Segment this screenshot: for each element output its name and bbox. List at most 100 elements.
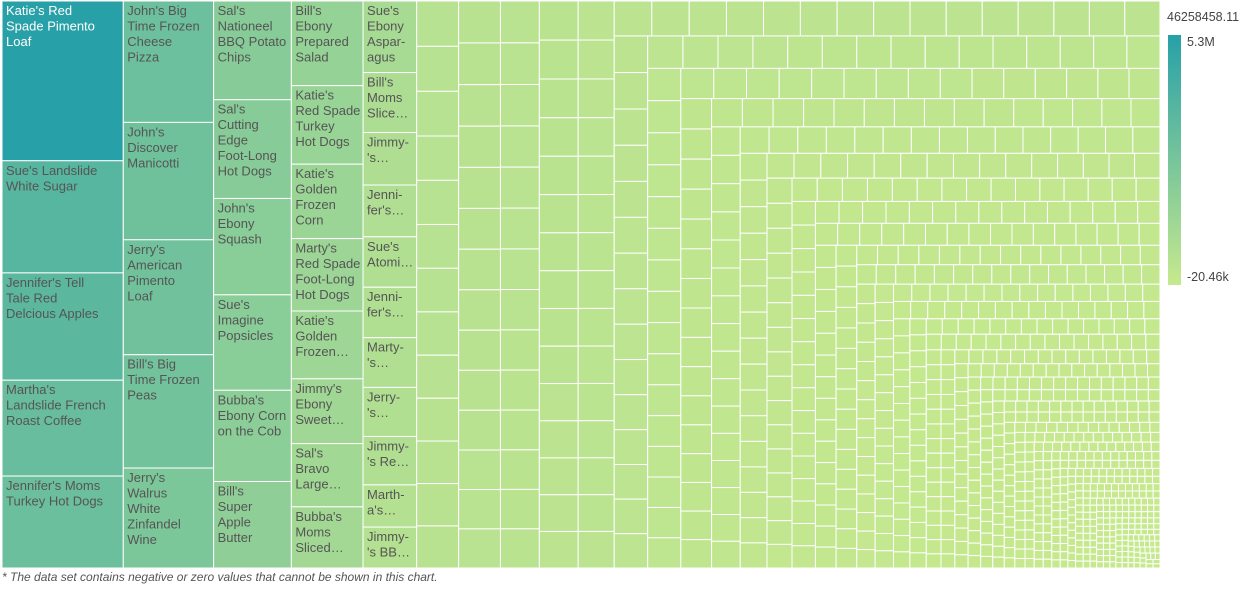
treemap-cell-small[interactable]: [978, 300, 996, 320]
treemap-cell-small[interactable]: [1003, 495, 1016, 508]
treemap-cell[interactable]: [1, 475, 124, 569]
treemap-cell-small[interactable]: [538, 494, 579, 532]
treemap-cell-small[interactable]: [613, 252, 649, 290]
treemap-cell-small[interactable]: [925, 318, 943, 335]
treemap-cell-small[interactable]: [1075, 490, 1084, 499]
treemap-cell-small[interactable]: [1075, 560, 1084, 569]
treemap-cell-small[interactable]: [613, 359, 649, 396]
treemap-cell-small[interactable]: [739, 179, 768, 208]
treemap-cell-small[interactable]: [416, 440, 460, 485]
treemap-cell-small[interactable]: [1121, 562, 1129, 569]
treemap-cell-small[interactable]: [985, 333, 1002, 351]
treemap-cell-small[interactable]: [1082, 553, 1091, 562]
treemap-cell-small[interactable]: [1101, 451, 1112, 461]
treemap-cell-small[interactable]: [1019, 283, 1039, 302]
treemap-cell-small[interactable]: [874, 463, 894, 482]
treemap-cell-small[interactable]: [1126, 35, 1161, 69]
treemap-cell-small[interactable]: [940, 510, 956, 526]
treemap-cell-small[interactable]: [1014, 441, 1026, 453]
treemap-cell-small[interactable]: [1096, 363, 1111, 378]
treemap-cell-small[interactable]: [1051, 501, 1061, 512]
treemap-cell-small[interactable]: [980, 509, 994, 522]
treemap-cell-small[interactable]: [1067, 499, 1077, 508]
treemap-cell-small[interactable]: [1128, 528, 1136, 536]
treemap-cell-small[interactable]: [1067, 529, 1077, 539]
treemap-cell-small[interactable]: [1006, 363, 1021, 378]
treemap-cell-small[interactable]: [1013, 98, 1044, 128]
treemap-cell-small[interactable]: [766, 202, 793, 229]
treemap-cell-small[interactable]: [925, 467, 942, 483]
treemap-cell-small[interactable]: [1051, 510, 1061, 520]
treemap-cell-small[interactable]: [893, 453, 911, 471]
treemap-cell-small[interactable]: [903, 222, 927, 246]
treemap-cell-small[interactable]: [1075, 553, 1084, 562]
treemap-cell-small[interactable]: [1147, 376, 1161, 391]
treemap-cell-small[interactable]: [1124, 376, 1138, 391]
treemap-cell-small[interactable]: [1148, 534, 1156, 542]
treemap-cell-small[interactable]: [1003, 421, 1016, 434]
treemap-cell-small[interactable]: [1102, 536, 1111, 544]
treemap-cell-small[interactable]: [954, 527, 969, 542]
treemap-cell-small[interactable]: [1112, 431, 1123, 443]
treemap-cell-small[interactable]: [1057, 152, 1084, 179]
treemap-cell-small[interactable]: [791, 522, 816, 547]
treemap-cell-small[interactable]: [577, 307, 615, 347]
treemap-cell-small[interactable]: [959, 244, 981, 266]
treemap-cell-small[interactable]: [577, 530, 615, 569]
treemap-cell-small[interactable]: [967, 555, 982, 569]
treemap-cell-small[interactable]: [874, 445, 894, 465]
treemap-cell-small[interactable]: [711, 405, 741, 434]
treemap-cell-small[interactable]: [1108, 421, 1120, 433]
treemap-cell-small[interactable]: [940, 423, 956, 440]
treemap-cell-small[interactable]: [1113, 475, 1123, 485]
treemap-cell-small[interactable]: [893, 352, 911, 371]
treemap-cell-small[interactable]: [1063, 177, 1089, 202]
treemap-cell-small[interactable]: [577, 78, 615, 119]
treemap-cell-small[interactable]: [909, 429, 927, 446]
treemap-cell-small[interactable]: [1032, 363, 1047, 378]
treemap-cell-small[interactable]: [835, 428, 858, 450]
treemap-cell-small[interactable]: [1060, 244, 1082, 266]
treemap-cell-small[interactable]: [1118, 451, 1128, 461]
treemap-cell-small[interactable]: [925, 438, 942, 454]
treemap-cell-small[interactable]: [1005, 152, 1033, 179]
treemap-cell-small[interactable]: [577, 232, 615, 272]
treemap-cell-small[interactable]: [874, 392, 894, 412]
treemap-cell-small[interactable]: [1088, 333, 1104, 351]
treemap-cell-small[interactable]: [1134, 517, 1142, 525]
treemap-cell-small[interactable]: [1109, 548, 1117, 557]
treemap-cell-small[interactable]: [877, 244, 899, 266]
treemap-cell-small[interactable]: [1039, 177, 1065, 202]
treemap-cell-small[interactable]: [900, 152, 928, 179]
treemap-cell-small[interactable]: [925, 379, 942, 395]
treemap-cell-small[interactable]: [1098, 475, 1108, 485]
treemap-cell-small[interactable]: [766, 375, 793, 402]
treemap-cell-small[interactable]: [940, 452, 956, 469]
treemap-cell-small[interactable]: [416, 223, 460, 269]
treemap-cell-small[interactable]: [1115, 411, 1128, 423]
treemap-cell-small[interactable]: [1133, 557, 1141, 564]
treemap-cell-small[interactable]: [1033, 441, 1044, 453]
treemap-cell-small[interactable]: [1046, 421, 1058, 433]
treemap-cell-small[interactable]: [992, 523, 1005, 536]
treemap-cell-small[interactable]: [680, 481, 713, 512]
treemap-cell-small[interactable]: [1024, 431, 1036, 443]
treemap-cell-small[interactable]: [1045, 363, 1060, 378]
treemap-cell-small[interactable]: [1124, 389, 1138, 402]
treemap-cell-small[interactable]: [814, 310, 837, 334]
treemap-cell-small[interactable]: [499, 0, 540, 44]
treemap-cell-small[interactable]: [992, 412, 1005, 425]
treemap-cell-small[interactable]: [797, 126, 827, 154]
treemap-cell-small[interactable]: [803, 98, 835, 128]
treemap-cell-small[interactable]: [1109, 363, 1123, 378]
treemap-cell-small[interactable]: [1121, 475, 1131, 485]
treemap-cell[interactable]: [213, 480, 292, 569]
treemap-cell-small[interactable]: [1016, 389, 1030, 402]
treemap-cell-small[interactable]: [1022, 126, 1052, 154]
treemap-cell-small[interactable]: [940, 364, 956, 381]
treemap-cell-small[interactable]: [992, 534, 1005, 547]
treemap-cell-small[interactable]: [1109, 530, 1117, 538]
treemap-cell-small[interactable]: [835, 528, 858, 549]
treemap-cell-small[interactable]: [1082, 490, 1091, 499]
treemap-cell-small[interactable]: [1109, 555, 1117, 563]
